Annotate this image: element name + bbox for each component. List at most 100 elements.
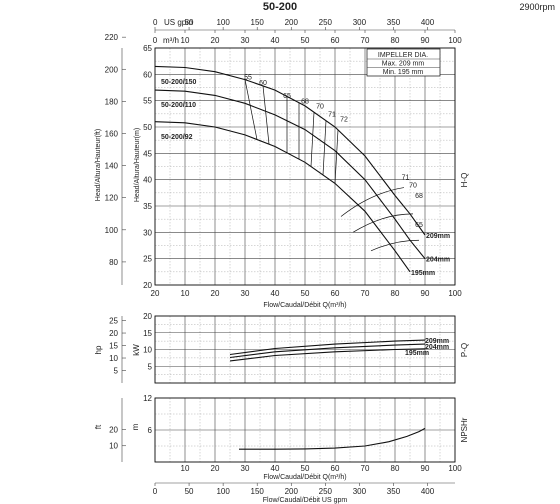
hq-efficiency-label: 72: [340, 117, 348, 124]
hq-top-m3h-tick-label: 50: [301, 36, 310, 45]
hq-top-m3h-tick-label: 30: [241, 36, 250, 45]
hq-iso-efficiency-line: [310, 112, 315, 167]
hq-top-m3h-tick-label: 20: [211, 36, 220, 45]
hq-efficiency-label: 65: [415, 222, 423, 229]
hq-ft-tick-label: 80: [109, 258, 118, 267]
pq-kw-axis-title: kW: [132, 344, 141, 356]
pq-panel-name: P-Q: [460, 343, 469, 357]
hq-x-tick-label: 30: [241, 289, 250, 298]
npsh-x-m3h-tick-label: 20: [211, 464, 220, 473]
hq-y-m-tick-label: 35: [143, 202, 152, 211]
hq-y-m-tick-label: 25: [143, 255, 152, 264]
pq-curve-label: 209mm: [425, 338, 449, 345]
npsh-x-m3h-tick-label: 100: [448, 464, 462, 473]
pq-hp-tick-label: 25: [109, 317, 118, 326]
npsh-x-m3h-tick-label: 40: [271, 464, 280, 473]
npsh-us-tick-label: 150: [251, 487, 265, 496]
hq-curve-209mm: [154, 65, 426, 236]
pq-kw-tick-label: 20: [143, 312, 152, 321]
hq-top-us-tick-label: 0: [153, 18, 158, 27]
hq-ft-axis-title: Head/Altura/Hauteur(ft): [95, 129, 102, 201]
npsh-m-axis-title: m: [131, 423, 140, 430]
pq-hp-tick-label: 10: [109, 354, 118, 363]
npsh-us-tick-label: 250: [319, 487, 333, 496]
hq-iso-efficiency-arc: [352, 213, 414, 233]
npsh-x-m3h-tick-label: 80: [391, 464, 400, 473]
hq-m-axis-title: Head/Altura/Hauteur(m): [134, 128, 141, 202]
pq-kw-tick-label: 15: [143, 329, 152, 338]
hq-ft-tick-label: 200: [105, 65, 119, 74]
hq-legend-title: IMPELLER DIA.: [378, 52, 428, 59]
hq-y-m-tick-label: 55: [143, 97, 152, 106]
npsh-ft-axis-title: ft: [94, 424, 103, 429]
npsh-ft-tick-label: 20: [109, 425, 118, 434]
hq-x-tick-label: 50: [301, 289, 310, 298]
hq-curve-left-label: 50-200/92: [161, 134, 193, 141]
hq-top-us-tick-label: 200: [285, 18, 299, 27]
npsh-m-tick-label: 6: [148, 426, 153, 435]
npsh-us-axis-title: Flow/Caudal/Débit US gpm: [263, 497, 348, 504]
chart-speed-label: 2900rpm: [519, 2, 555, 12]
hq-top-us-tick-label: 150: [251, 18, 265, 27]
npsh-us-tick-label: 0: [153, 487, 158, 496]
hq-y-m-tick-label: 20: [143, 281, 152, 290]
hq-x-tick-label: 90: [421, 289, 430, 298]
hq-curve-204mm: [154, 89, 426, 260]
hq-top-m3h-tick-label: 70: [361, 36, 370, 45]
hq-top-m3h-tick-label: 100: [448, 36, 462, 45]
hq-y-m-tick-label: 60: [143, 70, 152, 79]
hq-y-m-tick-label: 50: [143, 123, 152, 132]
npsh-frame: [154, 397, 456, 463]
hq-iso-efficiency-arc: [340, 187, 405, 217]
hq-x-tick-label: 20: [211, 289, 220, 298]
npsh-x-m3h-tick-label: 50: [301, 464, 310, 473]
hq-top-m3h-tick-label: 40: [271, 36, 280, 45]
hq-ft-tick-label: 160: [105, 129, 119, 138]
hq-y-m-tick-label: 40: [143, 176, 152, 185]
hq-ft-tick-label: 120: [105, 194, 119, 203]
hq-efficiency-label: 55: [244, 75, 252, 82]
hq-y-m-tick-label: 45: [143, 149, 152, 158]
hq-x-tick-label: 100: [448, 289, 462, 298]
hq-top-m3h-tick-label: 90: [421, 36, 430, 45]
hq-efficiency-label: 60: [259, 80, 267, 87]
npsh-x-m3h-tick-label: 10: [181, 464, 190, 473]
hq-top-m3h-axis-title: m³/h: [163, 36, 179, 45]
hq-efficiency-label: 68: [301, 98, 309, 105]
hq-top-us-tick-label: 100: [216, 18, 230, 27]
hq-curve-195mm: [154, 121, 411, 273]
pq-curve-204mm: [229, 343, 426, 359]
hq-x-tick-label: 40: [271, 289, 280, 298]
hq-efficiency-label: 68: [415, 193, 423, 200]
hq-top-m3h-tick-label: 60: [331, 36, 340, 45]
npsh-x-m3h-axis-title: Flow/Caudal/Débit Q(m³/h): [263, 474, 346, 481]
hq-frame: [154, 47, 456, 286]
hq-top-us-tick-label: 250: [319, 18, 333, 27]
npsh-x-m3h-tick-label: 70: [361, 464, 370, 473]
hq-y-m-tick-label: 30: [143, 228, 152, 237]
npsh-us-tick-label: 300: [353, 487, 367, 496]
hq-x-tick-label: 10: [181, 289, 190, 298]
hq-panel-name: H-Q: [460, 173, 469, 188]
npsh-x-m3h-tick-label: 60: [331, 464, 340, 473]
hq-x-tick-label: 20: [151, 289, 160, 298]
npsh-ft-tick-label: 10: [109, 442, 118, 451]
pq-hp-axis-title: hp: [94, 345, 103, 354]
hq-top-us-tick-label: 300: [353, 18, 367, 27]
npsh-m-tick-label: 12: [143, 394, 152, 403]
hq-top-m3h-tick-label: 80: [391, 36, 400, 45]
hq-top-us-tick-label: 50: [185, 18, 194, 27]
hq-iso-efficiency-line: [322, 120, 327, 175]
hq-efficiency-label: 70: [316, 104, 324, 111]
chart-model-title: 50-200: [263, 1, 297, 13]
hq-top-m3h-tick-label: 0: [153, 36, 158, 45]
npsh-us-tick-label: 200: [285, 487, 299, 496]
pq-hp-tick-label: 15: [109, 342, 118, 351]
hq-top-m3h-tick-label: 10: [181, 36, 190, 45]
hq-x-tick-label: 80: [391, 289, 400, 298]
hq-ft-tick-label: 140: [105, 162, 119, 171]
hq-x-tick-label: 70: [361, 289, 370, 298]
hq-efficiency-label: 71: [402, 175, 410, 182]
